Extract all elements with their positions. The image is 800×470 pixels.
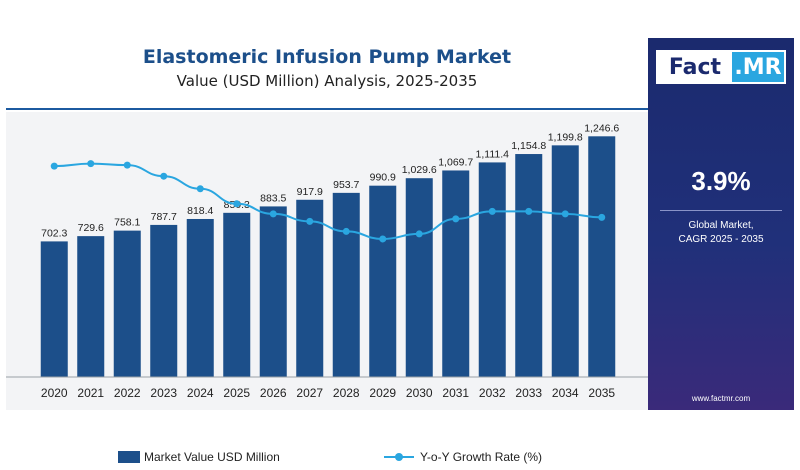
bar-2030 <box>405 178 433 377</box>
bar-label-2029: 990.9 <box>370 172 396 184</box>
cagr-caption-line1: Global Market, <box>688 220 754 231</box>
bar-2032 <box>478 162 506 377</box>
growth-point-2023 <box>160 172 168 180</box>
growth-point-2025 <box>233 200 241 208</box>
growth-point-2020 <box>50 162 58 170</box>
x-tick-2021: 2021 <box>77 386 104 400</box>
x-tick-2029: 2029 <box>369 386 396 400</box>
x-tick-2030: 2030 <box>406 386 433 400</box>
bar-2033 <box>515 154 543 377</box>
growth-point-2021 <box>87 160 95 168</box>
growth-point-2031 <box>452 215 460 223</box>
bar-2026 <box>259 206 287 377</box>
legend-item-market-value: Market Value USD Million <box>118 450 280 464</box>
website-link[interactable]: www.factmr.com <box>691 394 751 403</box>
bar-2031 <box>442 170 470 377</box>
x-tick-2035: 2035 <box>588 386 615 400</box>
bar-label-2027: 917.9 <box>297 186 323 198</box>
bar-label-2022: 758.1 <box>114 217 140 229</box>
growth-point-2027 <box>306 217 314 225</box>
x-tick-2031: 2031 <box>442 386 469 400</box>
cagr-value: 3.9% <box>691 166 751 196</box>
side-panel: Fact .MR 3.9% Global Market, CAGR 2025 -… <box>648 38 794 410</box>
x-tick-2025: 2025 <box>223 386 250 400</box>
bar-label-2030: 1,029.6 <box>402 164 437 176</box>
legend-label-growth-rate: Y-o-Y Growth Rate (%) <box>420 450 543 464</box>
bar-2035 <box>588 136 616 377</box>
growth-point-2022 <box>123 161 131 169</box>
growth-point-2035 <box>598 213 606 221</box>
legend-label-market-value: Market Value USD Million <box>144 450 280 464</box>
x-tick-2026: 2026 <box>260 386 287 400</box>
logo-part-fact: Fact <box>658 52 732 82</box>
factmr-logo: Fact .MR <box>656 50 786 84</box>
bar-label-2034: 1,199.8 <box>548 131 583 143</box>
bar-label-2032: 1,111.4 <box>476 148 510 160</box>
x-tick-2033: 2033 <box>515 386 542 400</box>
bar-label-2026: 883.5 <box>260 192 286 204</box>
bar-label-2023: 787.7 <box>151 211 177 223</box>
bar-2024 <box>186 218 214 377</box>
chart-panel: Elastomeric Infusion Pump Market Value (… <box>6 38 648 464</box>
growth-point-2030 <box>415 230 423 238</box>
growth-point-2029 <box>379 235 387 243</box>
chart-svg: 702.3729.6758.1787.7818.4850.3883.5917.9… <box>6 122 648 400</box>
title-divider <box>6 108 648 110</box>
cagr-divider <box>660 210 782 211</box>
chart-title: Elastomeric Infusion Pump Market <box>142 46 512 68</box>
cagr-caption-line2: CAGR 2025 - 2035 <box>678 234 764 245</box>
bar-label-2021: 729.6 <box>78 222 104 234</box>
x-tick-2027: 2027 <box>296 386 323 400</box>
bar-2028 <box>332 192 360 377</box>
logo-part-mr: .MR <box>732 52 784 82</box>
growth-point-2034 <box>561 210 569 218</box>
bar-label-2028: 953.7 <box>333 179 359 191</box>
legend-bar-swatch <box>118 451 140 463</box>
bar-2025 <box>223 212 251 377</box>
x-tick-2034: 2034 <box>552 386 579 400</box>
growth-point-2028 <box>342 227 350 235</box>
plot-area: 702.3729.6758.1787.7818.4850.3883.5917.9… <box>6 112 648 464</box>
growth-point-2026 <box>269 210 277 218</box>
chart-subtitle: Value (USD Million) Analysis, 2025-2035 <box>176 72 478 90</box>
x-tick-2022: 2022 <box>114 386 141 400</box>
legend-item-growth-rate: Y-o-Y Growth Rate (%) <box>384 450 542 464</box>
bar-2020 <box>40 241 68 377</box>
x-tick-2028: 2028 <box>333 386 360 400</box>
legend-line-swatch <box>384 451 414 463</box>
bar-2023 <box>150 224 178 377</box>
bar-2034 <box>551 145 579 377</box>
x-tick-2024: 2024 <box>187 386 214 400</box>
legend: Market Value USD Million Y-o-Y Growth Ra… <box>6 450 648 470</box>
bar-label-2020: 702.3 <box>41 227 67 239</box>
bar-label-2033: 1,154.8 <box>511 140 546 152</box>
growth-point-2024 <box>196 185 204 193</box>
x-tick-2023: 2023 <box>150 386 177 400</box>
bar-2022 <box>113 230 141 377</box>
bar-label-2024: 818.4 <box>187 205 213 217</box>
bar-2029 <box>369 185 397 377</box>
x-tick-2020: 2020 <box>41 386 68 400</box>
growth-point-2032 <box>488 207 496 215</box>
bar-label-2035: 1,246.6 <box>584 122 619 134</box>
bar-label-2031: 1,069.7 <box>438 156 473 168</box>
x-tick-2032: 2032 <box>479 386 506 400</box>
growth-rate-line <box>54 162 602 240</box>
growth-point-2033 <box>525 207 533 215</box>
bar-2021 <box>77 236 105 377</box>
bar-2027 <box>296 199 324 377</box>
